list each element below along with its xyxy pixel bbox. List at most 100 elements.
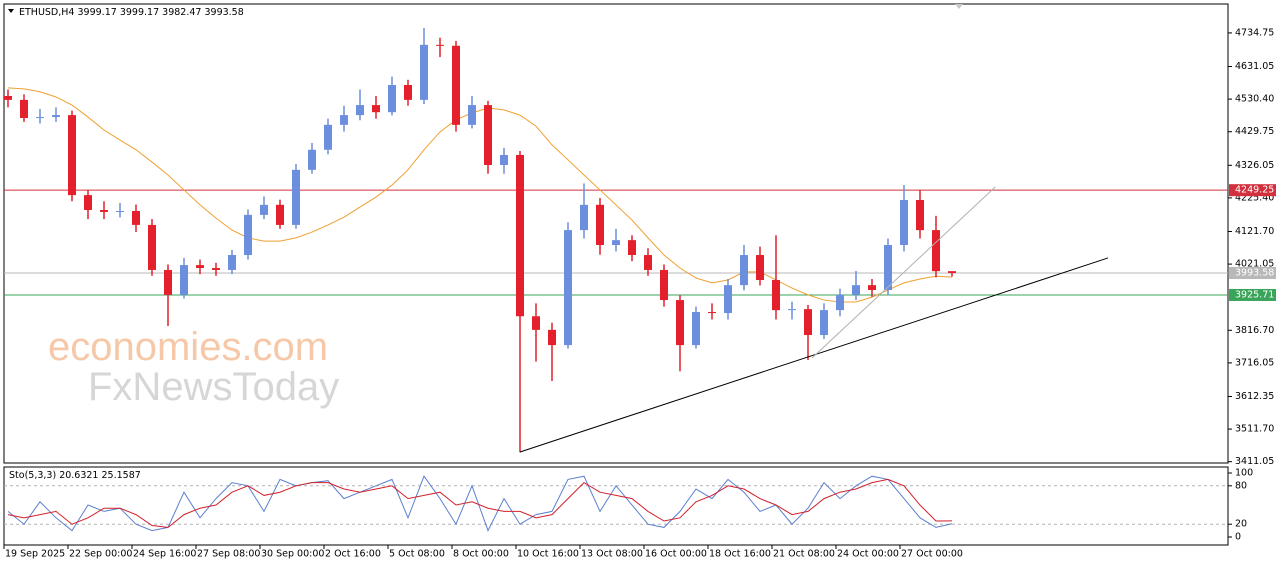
level-label: 3925.71 <box>1235 289 1274 300</box>
candle-body <box>132 210 140 225</box>
candle-body <box>516 154 524 317</box>
candle-body <box>436 44 444 46</box>
candle-body <box>68 115 76 196</box>
y-tick-label: 4429.75 <box>1235 126 1274 137</box>
candle-body <box>740 255 748 286</box>
candle-body <box>388 84 396 113</box>
candle-body <box>36 117 44 119</box>
last-close: 3993.58 <box>204 7 243 18</box>
y-tick-label: 3411.05 <box>1235 456 1274 467</box>
candle-body <box>292 169 300 225</box>
candle-body <box>180 265 188 295</box>
candle-body <box>916 199 924 231</box>
candle-body <box>756 255 764 280</box>
level-label-box <box>1229 288 1276 301</box>
watermark: economies.com FxNewsToday <box>48 325 339 409</box>
candle-body <box>260 204 268 215</box>
level-label: 3993.58 <box>1235 267 1274 278</box>
candle-body <box>820 310 828 336</box>
candle-body <box>164 269 172 295</box>
x-tick-label: 30 Sep 00:00 <box>261 549 324 560</box>
level-label: 4249.25 <box>1235 185 1274 196</box>
candle-body <box>468 105 476 125</box>
trendline <box>811 186 996 359</box>
y-tick-label: 4326.05 <box>1235 160 1274 171</box>
menu-arrow[interactable] <box>8 9 14 13</box>
last-open: 3999.17 <box>78 7 117 18</box>
candle-body <box>356 105 364 116</box>
candle-body <box>900 199 908 245</box>
candle-body <box>548 329 556 346</box>
x-tick-label: 8 Oct 00:00 <box>453 549 509 560</box>
candle-body <box>772 279 780 311</box>
candle-body <box>420 44 428 100</box>
x-tick-label: 21 Oct 08:00 <box>773 549 835 560</box>
candle-body <box>276 204 284 225</box>
y-tick-label: 4530.40 <box>1235 94 1274 105</box>
y-tick-label: 4734.75 <box>1235 27 1274 38</box>
candle-body <box>228 255 236 270</box>
trendline <box>519 257 1109 453</box>
main-pane-frame <box>3 3 1229 464</box>
level-label-box <box>1229 266 1276 279</box>
x-tick-label: 24 Oct 00:00 <box>837 549 899 560</box>
x-tick-label: 22 Sep 00:00 <box>69 549 132 560</box>
y-tick-label: 4021.05 <box>1235 259 1274 270</box>
candle-body <box>4 95 12 100</box>
y-tick-label: 3511.70 <box>1235 424 1274 435</box>
x-tick-label: 2 Oct 16:00 <box>325 549 381 560</box>
candle-body <box>868 285 876 291</box>
stoch-tick-label: 100 <box>1235 468 1253 479</box>
y-tick-label: 4225.40 <box>1235 192 1274 203</box>
candle-body <box>340 115 348 125</box>
candle-body <box>884 244 892 291</box>
x-tick-label: 16 Oct 00:00 <box>645 549 707 560</box>
candle-body <box>660 269 668 301</box>
y-tick-label: 3612.35 <box>1235 391 1274 402</box>
candle-body <box>404 84 412 100</box>
x-tick-label: 18 Oct 16:00 <box>709 549 771 560</box>
candle-body <box>452 45 460 125</box>
candle-body <box>836 294 844 311</box>
candle-body <box>692 312 700 346</box>
stoch-signal-last: 25.1587 <box>102 470 141 481</box>
candle-body <box>580 204 588 231</box>
candle-body <box>100 210 108 212</box>
candle-body <box>372 105 380 113</box>
candle-body <box>564 230 572 346</box>
candle-body <box>532 316 540 330</box>
candle-body <box>116 210 124 212</box>
x-tick-label: 27 Sep 08:00 <box>197 549 260 560</box>
stoch-pane-frame <box>3 466 1229 546</box>
candle-body <box>676 300 684 346</box>
watermark-economies: economies.com <box>48 325 328 369</box>
candle-body <box>212 267 220 270</box>
stoch-title: Sto(5,3,3) <box>9 470 56 481</box>
y-tick-label: 4631.05 <box>1235 61 1274 72</box>
x-tick-label: 27 Oct 00:00 <box>901 549 963 560</box>
stoch-main-last: 20.6321 <box>59 470 98 481</box>
candle-body <box>84 195 92 211</box>
candle-body <box>500 154 508 165</box>
symbol-header: ETHUSD,H4 3999.17 3999.17 3982.47 3993.5… <box>19 7 244 18</box>
candle-body <box>20 99 28 119</box>
x-tick-label: 13 Oct 08:00 <box>581 549 643 560</box>
last-low: 3982.47 <box>162 7 201 18</box>
candle-body <box>628 240 636 256</box>
stoch-line <box>7 478 953 528</box>
candle-body <box>852 285 860 295</box>
symbol: ETHUSD,H4 <box>19 7 74 18</box>
stoch-tick-label: 20 <box>1235 519 1247 530</box>
candle-body <box>596 204 604 245</box>
candle-body <box>308 149 316 170</box>
y-tick-label: 3716.05 <box>1235 357 1274 368</box>
x-tick-label: 10 Oct 16:00 <box>517 549 579 560</box>
x-tick-label: 24 Sep 16:00 <box>133 549 196 560</box>
last-high: 3999.17 <box>120 7 159 18</box>
candle-body <box>724 285 732 314</box>
watermark-fxnewstoday: FxNewsToday <box>88 365 339 409</box>
shift-marker <box>955 4 963 9</box>
candle-body <box>244 214 252 256</box>
